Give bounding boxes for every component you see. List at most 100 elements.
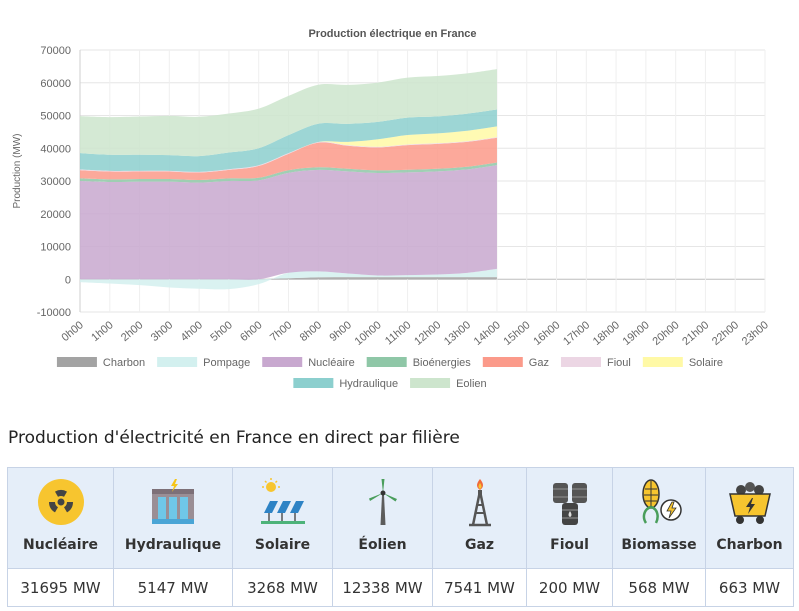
- series-area-solaire: [80, 126, 497, 172]
- x-tick-label: 18h00: [591, 319, 622, 348]
- legend-label-bioenergies: Bioénergies: [413, 357, 472, 369]
- x-tick-label: 20h00: [650, 319, 681, 348]
- y-tick-label: 60000: [40, 78, 71, 90]
- series-area-hydraulique: [80, 109, 497, 172]
- dam-icon: [152, 479, 194, 524]
- x-tick-label: 8h00: [298, 319, 324, 344]
- source-value: 7541 MW: [432, 568, 527, 607]
- y-tick-label: 20000: [40, 209, 71, 221]
- gas-flare-icon: [468, 479, 491, 527]
- y-tick-label: 10000: [40, 242, 71, 254]
- x-tick-label: 23h00: [740, 319, 771, 348]
- legend-swatch-fioul: [560, 357, 601, 367]
- legend-label-solaire: Solaire: [689, 357, 723, 369]
- coal-cart-icon: [728, 482, 771, 524]
- table-header-row: Nucléaire Hydraulique: [7, 467, 794, 569]
- x-tick-label: 5h00: [208, 319, 234, 344]
- cell-solaire: Solaire: [232, 467, 333, 569]
- series-area-gaz: [80, 137, 497, 181]
- production-table: Nucléaire Hydraulique: [7, 467, 794, 607]
- source-name: Charbon: [716, 537, 783, 553]
- chart-title: Production électrique en France: [308, 28, 476, 40]
- x-tick-label: 3h00: [149, 319, 175, 344]
- x-tick-label: 1h00: [89, 319, 115, 344]
- cell-eolien: Éolien: [332, 467, 433, 569]
- source-name: Éolien: [358, 537, 407, 553]
- table-value-row: 31695 MW 5147 MW 3268 MW 12338 MW 7541 M…: [7, 568, 794, 607]
- cell-nucleaire: Nucléaire: [7, 467, 114, 569]
- oil-barrels-icon: [552, 483, 587, 525]
- x-tick-label: 12h00: [412, 319, 443, 348]
- series-area-pompage: [80, 268, 497, 290]
- legend-label-gaz: Gaz: [529, 357, 549, 369]
- source-name: Gaz: [464, 537, 495, 553]
- source-name: Fioul: [550, 537, 589, 553]
- biomass-icon: [642, 479, 682, 524]
- legend-label-hydraulique: Hydraulique: [339, 378, 398, 390]
- cell-biomasse: Biomasse: [612, 467, 706, 569]
- source-name: Solaire: [254, 537, 311, 553]
- chart-svg: Production électrique en France -10000 0 10…: [12, 28, 771, 390]
- x-tick-label: 4h00: [179, 319, 205, 344]
- x-tick-label: 21h00: [680, 319, 711, 348]
- cell-fioul: Fioul: [526, 467, 613, 569]
- legend-label-pompage: Pompage: [203, 357, 250, 369]
- source-value: 12338 MW: [332, 568, 433, 607]
- source-name: Nucléaire: [23, 537, 98, 553]
- x-tick-label: 19h00: [621, 319, 652, 348]
- series-area-nucleaire: [80, 165, 497, 280]
- cell-hydraulique: Hydraulique: [113, 467, 233, 569]
- legend-swatch-nucleaire: [262, 357, 303, 367]
- x-tick-label: 0h00: [59, 319, 85, 344]
- legend-swatch-gaz: [482, 357, 523, 367]
- legend-label-charbon: Charbon: [103, 357, 145, 369]
- source-value: 663 MW: [705, 568, 794, 607]
- x-tick-label: 2h00: [119, 319, 145, 344]
- x-tick-label: 11h00: [383, 319, 414, 347]
- source-value: 5147 MW: [113, 568, 233, 607]
- legend-label-nucleaire: Nucléaire: [308, 357, 354, 369]
- series-area-fioul: [80, 137, 497, 173]
- legend-label-fioul: Fioul: [607, 357, 631, 369]
- x-tick-label: 13h00: [442, 319, 473, 348]
- y-tick-label: 50000: [40, 111, 71, 123]
- legend-swatch-pompage: [157, 357, 198, 367]
- source-value: 3268 MW: [232, 568, 333, 607]
- source-name: Hydraulique: [124, 537, 222, 553]
- y-tick-label: 0: [65, 274, 71, 286]
- legend-swatch-solaire: [642, 357, 683, 367]
- source-value: 31695 MW: [7, 568, 114, 607]
- x-tick-label: 7h00: [268, 319, 294, 344]
- wind-turbine-icon: [368, 479, 397, 525]
- series-area-charbon: [80, 277, 497, 280]
- production-chart: Production électrique en France -10000 0 10…: [12, 28, 771, 390]
- x-tick-label: 17h00: [561, 319, 592, 348]
- x-tick-label: 14h00: [472, 319, 503, 348]
- legend-swatch-bioenergies: [366, 357, 407, 367]
- y-tick-label: 30000: [40, 176, 71, 188]
- y-tick-label: 70000: [40, 45, 71, 57]
- source-value: 200 MW: [526, 568, 613, 607]
- section-title: Production d'électricité en France en di…: [8, 428, 460, 448]
- cell-charbon: Charbon: [705, 467, 794, 569]
- y-axis-label: Production (MW): [12, 133, 23, 208]
- y-tick-label: -10000: [37, 307, 71, 319]
- x-tick-label: 15h00: [502, 319, 533, 348]
- y-tick-label: 40000: [40, 143, 71, 155]
- source-name: Biomasse: [621, 537, 697, 553]
- solar-panel-icon: [260, 478, 305, 524]
- legend-label-eolien: Eolien: [456, 378, 487, 390]
- x-tick-label: 10h00: [353, 319, 384, 348]
- x-tick-label: 22h00: [710, 319, 741, 348]
- source-value: 568 MW: [612, 568, 706, 607]
- legend-swatch-hydraulique: [293, 378, 334, 388]
- x-tick-label: 16h00: [531, 319, 562, 348]
- legend-swatch-eolien: [410, 378, 451, 388]
- series-area-bioenergies: [80, 162, 497, 183]
- series-area-eolien: [80, 69, 497, 157]
- nuclear-icon: [37, 479, 84, 525]
- x-tick-label: 6h00: [238, 319, 264, 344]
- x-tick-label: 9h00: [328, 319, 354, 344]
- legend-swatch-charbon: [56, 357, 97, 367]
- cell-gaz: Gaz: [432, 467, 527, 569]
